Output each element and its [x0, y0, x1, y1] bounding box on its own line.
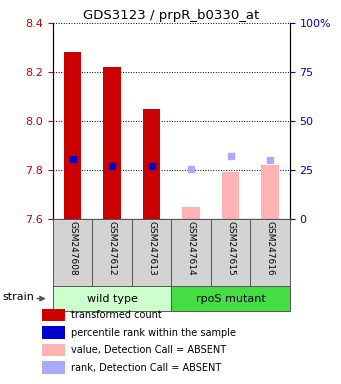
Bar	[42, 344, 65, 356]
Text: rank, Detection Call = ABSENT: rank, Detection Call = ABSENT	[71, 362, 221, 372]
Text: GSM247614: GSM247614	[187, 221, 196, 276]
Bar	[222, 172, 239, 219]
Bar	[64, 53, 81, 219]
Text: value, Detection Call = ABSENT: value, Detection Call = ABSENT	[71, 345, 226, 355]
Text: percentile rank within the sample: percentile rank within the sample	[71, 328, 236, 338]
Title: GDS3123 / prpR_b0330_at: GDS3123 / prpR_b0330_at	[83, 9, 260, 22]
Bar	[103, 67, 121, 219]
Text: rpoS mutant: rpoS mutant	[196, 293, 266, 304]
Text: transformed count: transformed count	[71, 310, 162, 320]
Bar	[211, 219, 250, 288]
Text: strain: strain	[3, 292, 34, 302]
Bar	[182, 207, 200, 219]
Bar	[171, 286, 290, 311]
Bar	[42, 326, 65, 339]
Bar	[250, 219, 290, 288]
Bar	[171, 219, 211, 288]
Text: wild type: wild type	[87, 293, 137, 304]
Bar	[42, 361, 65, 374]
Bar	[132, 219, 171, 288]
Bar	[92, 219, 132, 288]
Text: GSM247608: GSM247608	[68, 221, 77, 276]
Bar	[261, 165, 279, 219]
Bar	[143, 109, 161, 219]
Bar	[53, 286, 171, 311]
Bar	[53, 219, 92, 288]
Text: GSM247615: GSM247615	[226, 221, 235, 276]
Text: GSM247612: GSM247612	[108, 221, 117, 276]
Text: GSM247613: GSM247613	[147, 221, 156, 276]
Text: GSM247616: GSM247616	[266, 221, 275, 276]
Bar	[42, 309, 65, 321]
